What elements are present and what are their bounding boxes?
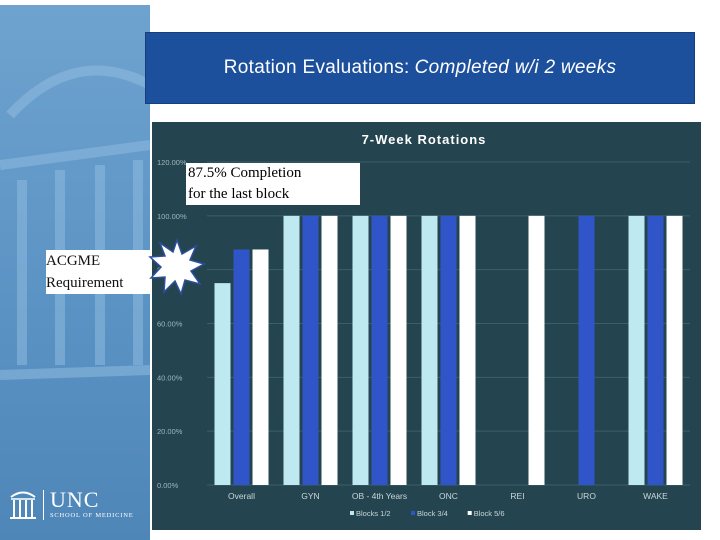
acgme-note: ACGME Requirement (46, 250, 150, 294)
bar-1 (283, 215, 300, 485)
y-tick-label: 40.00% (157, 373, 183, 382)
bar-1 (628, 215, 645, 485)
bar-1 (214, 283, 231, 485)
completion-note-line1: 87.5% Completion (188, 165, 302, 181)
bar-chart: 7-Week Rotations 0.00% 20.00% 40.00% 60.00%… (152, 122, 701, 530)
bar-2 (302, 215, 319, 485)
bar-1 (352, 215, 369, 485)
y-tick-label: 0.00% (157, 481, 179, 490)
bar-3 (390, 215, 407, 485)
slide-title-plain: Rotation Evaluations: (223, 57, 410, 78)
bar-2 (233, 249, 250, 485)
y-tick-label: 60.00% (157, 320, 183, 329)
legend-swatch (350, 511, 354, 515)
starburst-icon (148, 238, 206, 296)
legend-label: Blocks 1/2 (356, 509, 391, 518)
y-tick-label: 100.00% (157, 212, 187, 221)
bar-3 (666, 215, 683, 485)
bar-2 (647, 215, 664, 485)
x-category-label: REI (510, 491, 524, 501)
bar-3 (252, 249, 269, 485)
completion-note-line2: for the last block (188, 186, 290, 202)
slide-title: Rotation Evaluations: Completed w/i 2 we… (145, 32, 695, 104)
logo-divider (43, 490, 44, 520)
old-well-icon (10, 491, 36, 519)
completion-note: 87.5% Completion for the last block (186, 163, 360, 205)
y-tick-label: 20.00% (157, 427, 183, 436)
logo-name: UNC (50, 487, 100, 512)
bar-2 (371, 215, 388, 485)
unc-logo: UNC SCHOOL OF MEDICINE (8, 487, 148, 527)
bar-1 (421, 215, 438, 485)
legend-label: Block 3/4 (417, 509, 448, 518)
x-category-label: OB - 4th Years (352, 491, 407, 501)
bar-3 (321, 215, 338, 485)
bar-3 (459, 215, 476, 485)
x-category-label: Overall (228, 491, 255, 501)
slide-title-italic: Completed w/i 2 weeks (414, 57, 617, 78)
x-category-label: ONC (439, 491, 458, 501)
acgme-note-line2: Requirement (46, 275, 124, 291)
legend-swatch (411, 511, 415, 515)
y-tick-label: 120.00% (157, 158, 187, 167)
acgme-note-line1: ACGME (46, 253, 101, 269)
x-category-label: WAKE (643, 491, 668, 501)
chart-title: 7-Week Rotations (362, 132, 487, 147)
x-category-label: GYN (301, 491, 319, 501)
chart-canvas: 7-Week Rotations 0.00% 20.00% 40.00% 60.00%… (157, 132, 690, 518)
legend-label: Block 5/6 (474, 509, 505, 518)
x-category-label: URO (577, 491, 596, 501)
bar-2 (578, 215, 595, 485)
bar-3 (528, 215, 545, 485)
legend-swatch (467, 511, 472, 515)
bar-2 (440, 215, 457, 485)
logo-subtitle: SCHOOL OF MEDICINE (50, 512, 134, 519)
